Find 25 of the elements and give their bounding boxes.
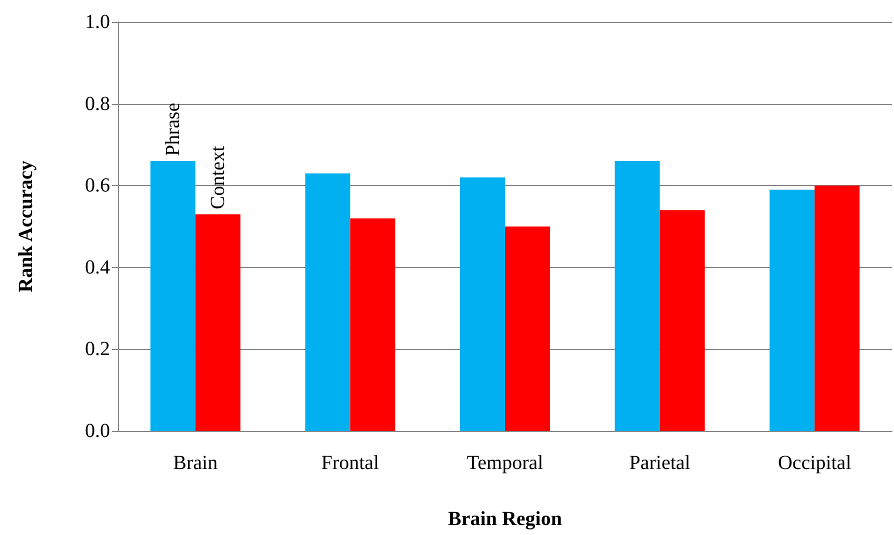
bar [305,173,350,431]
bar [195,214,240,431]
bar [614,161,660,431]
x-tick-label: Parietal [629,452,691,474]
y-axis-title: Rank Accuracy [15,160,37,292]
bar [150,161,196,431]
y-tick-label: 0.6 [85,174,110,197]
bar [350,218,396,431]
bar [505,226,550,431]
x-tick-label: Occipital [778,452,852,474]
text: Context [206,145,229,210]
bar [660,210,705,431]
x-tick-label: Brain [173,452,218,474]
x-tick-label: Temporal [466,452,544,474]
bar [770,190,815,431]
x-axis-title: Brain Region [448,508,562,530]
y-tick-label: 0.0 [85,420,110,442]
y-tick-label: 1.0 [85,11,110,33]
bar [814,186,860,431]
x-tick-label: Frontal [321,452,380,474]
bar [460,177,505,431]
y-tick-label: 0.2 [85,338,110,360]
y-tick-label: 0.8 [85,92,110,115]
text: Phrase [162,102,184,156]
y-tick-label: 0.4 [85,256,110,278]
